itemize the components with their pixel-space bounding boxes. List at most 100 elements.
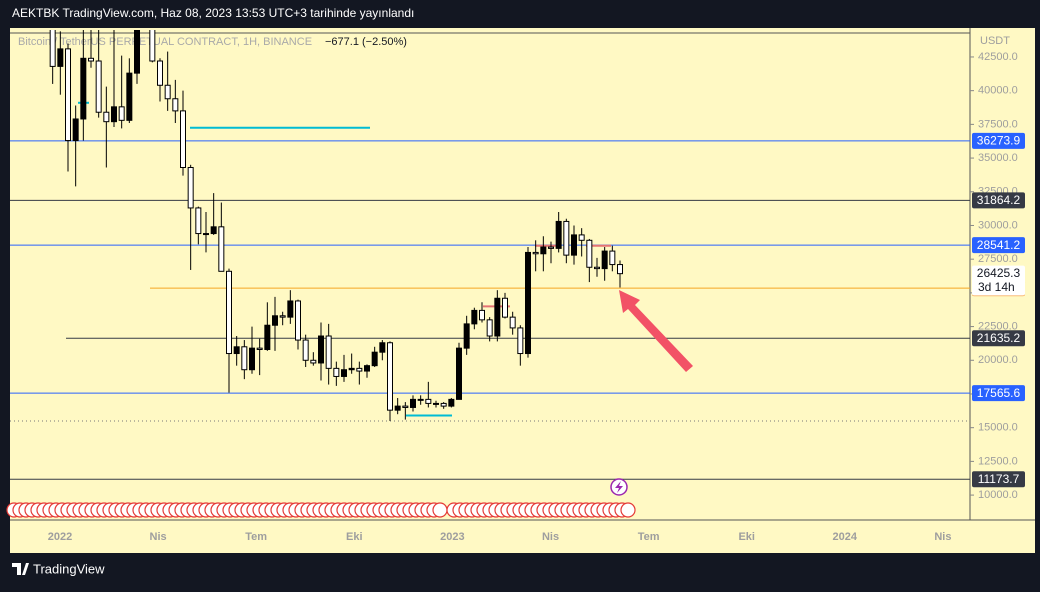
x-tick-label: Tem [245, 531, 267, 543]
price-box-label: 17565.6 [977, 386, 1021, 400]
event-flags [7, 503, 635, 517]
candle-body [495, 298, 500, 336]
y-tick-label: 12500.0 [978, 455, 1018, 467]
candle-body [541, 247, 546, 254]
y-tick-label: 42500.0 [978, 51, 1018, 63]
candle-body [434, 403, 439, 404]
candle-body [342, 370, 347, 377]
candle-body [487, 320, 492, 336]
countdown-label: 3d 14h [978, 280, 1015, 294]
candle-body [365, 366, 370, 371]
candle-body [119, 107, 124, 120]
candle-body [587, 240, 592, 267]
change-label: −677.1 (−2.50%) [325, 36, 407, 48]
candle-body [357, 368, 362, 371]
y-tick-label: 20000.0 [978, 354, 1018, 366]
candle-body [265, 325, 270, 349]
x-tick-label: 2024 [833, 531, 858, 543]
candle-body [610, 251, 615, 264]
candle-body [211, 227, 216, 234]
candle-body [533, 252, 538, 253]
candle-body [227, 271, 232, 353]
y-tick-label: 40000.0 [978, 85, 1018, 97]
y-tick-label: 27500.0 [978, 253, 1018, 265]
candle-body [464, 324, 469, 348]
candle-body [579, 235, 584, 240]
price-box-label: 31864.2 [977, 193, 1021, 207]
x-tick-label: Nis [542, 531, 559, 543]
candle-body [219, 227, 224, 271]
current-price-label: 26425.3 [977, 266, 1021, 280]
candle-body [165, 85, 170, 98]
candle-body [319, 336, 324, 363]
price-box-label: 28541.2 [977, 238, 1021, 252]
candle-body [426, 399, 431, 403]
candle-body [181, 111, 186, 168]
candle-body [403, 406, 408, 407]
candle-body [104, 112, 109, 121]
candle-body [349, 368, 354, 369]
candle-body [411, 399, 416, 407]
y-tick-label: 10000.0 [978, 489, 1018, 501]
candle-body [526, 252, 531, 353]
candle-body [158, 61, 163, 85]
candle-body [66, 49, 71, 141]
candle-body [58, 49, 63, 67]
candle-body [518, 328, 523, 354]
candle-body [380, 343, 385, 352]
candle-body [418, 399, 423, 400]
candle-body [602, 251, 607, 269]
price-box-label: 11173.7 [978, 472, 1020, 486]
y-tick-label: 35000.0 [978, 152, 1018, 164]
x-tick-label: Tem [638, 531, 660, 543]
candle-body [127, 73, 132, 120]
candle-body [618, 265, 623, 274]
candle-body [556, 221, 561, 248]
candle-body [89, 58, 94, 61]
candle-body [188, 168, 193, 208]
candle-body [449, 399, 454, 406]
x-tick-label: Nis [150, 531, 167, 543]
candle-body [480, 310, 485, 319]
candle-body [334, 368, 339, 376]
event-flag [433, 503, 447, 517]
candle-body [242, 347, 247, 370]
candle-body [503, 298, 508, 317]
chart-background [10, 28, 1035, 553]
symbol-label: Bitcoin / TetherUS PERPETUAL CONTRACT, 1… [18, 36, 312, 48]
candle-body [549, 247, 554, 248]
candle-body [510, 317, 515, 328]
candle-body [196, 208, 201, 234]
candle-body [326, 336, 331, 368]
candle-body [81, 58, 86, 119]
y-tick-label: 37500.0 [978, 118, 1018, 130]
candle-body [595, 267, 600, 268]
candle-body [303, 340, 308, 360]
candle-body [472, 310, 477, 323]
price-box-label: 21635.2 [977, 331, 1021, 345]
candle-body [564, 221, 569, 255]
candle-body [372, 352, 377, 365]
x-tick-label: 2022 [48, 531, 72, 543]
candle-body [296, 301, 301, 340]
candle-body [112, 107, 117, 122]
price-box-label: 36273.9 [977, 134, 1021, 148]
x-tick-label: Eki [346, 531, 363, 543]
candle-body [257, 348, 262, 349]
candle-body [572, 235, 577, 255]
candle-body [457, 348, 462, 399]
candle-body [288, 301, 293, 317]
candle-body [250, 348, 255, 370]
candle-body [234, 347, 239, 354]
candle-body [273, 316, 278, 325]
event-flag [621, 503, 635, 517]
candle-body [204, 234, 209, 235]
candle-body [96, 61, 101, 112]
x-tick-label: Eki [738, 531, 755, 543]
x-tick-label: 2023 [440, 531, 464, 543]
candle-body [388, 343, 393, 410]
candle-body [311, 360, 316, 363]
y-tick-label: 15000.0 [978, 422, 1018, 434]
candle-body [395, 406, 400, 410]
